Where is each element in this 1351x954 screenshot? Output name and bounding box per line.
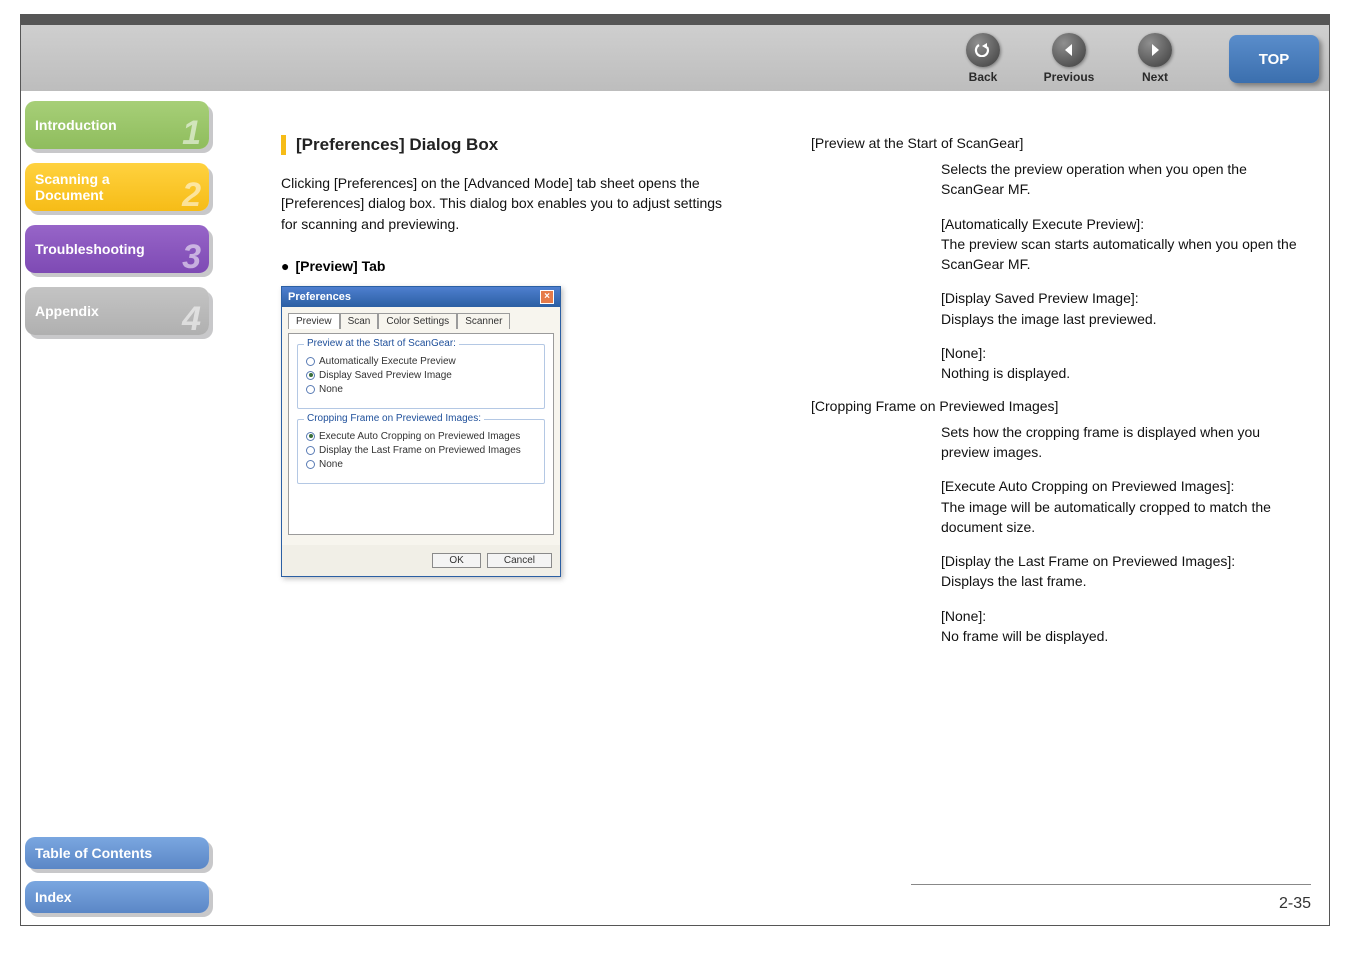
radio-none-2[interactable]: None [306, 459, 536, 470]
radio-none-1[interactable]: None [306, 384, 536, 395]
nav-previous[interactable]: Previous [1045, 33, 1093, 84]
right-block: [Execute Auto Cropping on Previewed Imag… [941, 476, 1311, 537]
right-block: Sets how the cropping frame is displayed… [941, 422, 1311, 463]
sidebar: Introduction 1 Scanning a Document 2 Tro… [25, 101, 217, 349]
sidebar-item-label: Introduction [35, 117, 117, 133]
top-button[interactable]: TOP [1229, 35, 1319, 83]
dialog-tabs: Preview Scan Color Settings Scanner [288, 313, 554, 329]
right-block: [None]: No frame will be displayed. [941, 606, 1311, 647]
right-block: [Display Saved Preview Image]: Displays … [941, 288, 1311, 329]
right-heading-2: [Cropping Frame on Previewed Images] [811, 398, 1311, 414]
top-strip [21, 15, 1329, 25]
left-column: [Preferences] Dialog Box Clicking [Prefe… [281, 135, 781, 577]
radio-icon [306, 446, 315, 455]
sidebar-item-scanning[interactable]: Scanning a Document 2 [25, 163, 209, 211]
right-column: [Preview at the Start of ScanGear] Selec… [811, 135, 1311, 660]
ok-button[interactable]: OK [432, 553, 480, 568]
nav-next-label: Next [1142, 70, 1168, 84]
next-icon [1138, 33, 1172, 67]
previous-icon [1052, 33, 1086, 67]
group-legend: Cropping Frame on Previewed Images: [304, 413, 484, 424]
radio-icon [306, 385, 315, 394]
page-frame: Back Previous Next TOP Introduction 1 [20, 14, 1330, 926]
sidebar-item-label: Troubleshooting [35, 241, 145, 257]
index-button[interactable]: Index [25, 881, 209, 913]
nav-back-label: Back [969, 70, 998, 84]
radio-icon [306, 357, 315, 366]
radio-auto-preview[interactable]: Automatically Execute Preview [306, 356, 536, 367]
radio-display-saved[interactable]: Display Saved Preview Image [306, 370, 536, 381]
nav-back[interactable]: Back [959, 33, 1007, 84]
footer-rule [911, 884, 1311, 885]
tab-scan[interactable]: Scan [340, 313, 379, 329]
main-content: [Preferences] Dialog Box Clicking [Prefe… [281, 135, 1321, 660]
radio-icon [306, 460, 315, 469]
sidebar-item-label: Scanning a Document [35, 171, 110, 203]
group-preview-start: Preview at the Start of ScanGear: Automa… [297, 344, 545, 409]
header-bar: Back Previous Next TOP [21, 25, 1329, 91]
nav-previous-label: Previous [1044, 70, 1095, 84]
page-number: 2-35 [1279, 895, 1311, 913]
group-cropping: Cropping Frame on Previewed Images: Exec… [297, 419, 545, 484]
radio-auto-crop[interactable]: Execute Auto Cropping on Previewed Image… [306, 431, 536, 442]
top-button-label: TOP [1259, 51, 1290, 68]
subheading-preview-tab: [Preview] Tab [281, 258, 781, 274]
tab-color-settings[interactable]: Color Settings [378, 313, 457, 329]
sidebar-item-introduction[interactable]: Introduction 1 [25, 101, 209, 149]
header-nav: Back Previous Next [959, 33, 1179, 84]
tab-preview[interactable]: Preview [288, 313, 340, 329]
back-icon [966, 33, 1000, 67]
dialog-pane: Preview at the Start of ScanGear: Automa… [288, 333, 554, 535]
sidebar-item-label: Appendix [35, 303, 99, 319]
intro-paragraph: Clicking [Preferences] on the [Advanced … [281, 173, 741, 234]
index-label: Index [35, 889, 72, 905]
dialog-buttons: OK Cancel [282, 545, 560, 576]
dialog-body: Preview Scan Color Settings Scanner Prev… [282, 307, 560, 545]
chapter-number: 3 [182, 238, 201, 277]
section-title: [Preferences] Dialog Box [281, 135, 781, 155]
chapter-number: 1 [182, 114, 201, 153]
dialog-titlebar: Preferences × [282, 287, 560, 307]
nav-next[interactable]: Next [1131, 33, 1179, 84]
radio-label: Execute Auto Cropping on Previewed Image… [319, 431, 520, 442]
chapter-number: 4 [182, 300, 201, 339]
radio-label: None [319, 384, 343, 395]
right-block: [Display the Last Frame on Previewed Ima… [941, 551, 1311, 592]
preferences-dialog: Preferences × Preview Scan Color Setting… [281, 286, 561, 577]
cancel-button[interactable]: Cancel [487, 553, 552, 568]
radio-icon [306, 371, 315, 380]
right-block: [Automatically Execute Preview]: The pre… [941, 214, 1311, 275]
radio-last-frame[interactable]: Display the Last Frame on Previewed Imag… [306, 445, 536, 456]
group-legend: Preview at the Start of ScanGear: [304, 338, 459, 349]
right-heading-1: [Preview at the Start of ScanGear] [811, 135, 1311, 151]
close-icon[interactable]: × [540, 290, 554, 304]
chapter-number: 2 [182, 176, 201, 215]
radio-label: None [319, 459, 343, 470]
toc-label: Table of Contents [35, 845, 152, 861]
dialog-title-text: Preferences [288, 291, 351, 303]
sidebar-item-appendix[interactable]: Appendix 4 [25, 287, 209, 335]
radio-icon [306, 432, 315, 441]
radio-label: Display the Last Frame on Previewed Imag… [319, 445, 521, 456]
sidebar-item-troubleshooting[interactable]: Troubleshooting 3 [25, 225, 209, 273]
radio-label: Automatically Execute Preview [319, 356, 456, 367]
right-block: [None]: Nothing is displayed. [941, 343, 1311, 384]
tab-scanner[interactable]: Scanner [457, 313, 510, 329]
radio-label: Display Saved Preview Image [319, 370, 452, 381]
toc-button[interactable]: Table of Contents [25, 837, 209, 869]
right-block: Selects the preview operation when you o… [941, 159, 1311, 200]
